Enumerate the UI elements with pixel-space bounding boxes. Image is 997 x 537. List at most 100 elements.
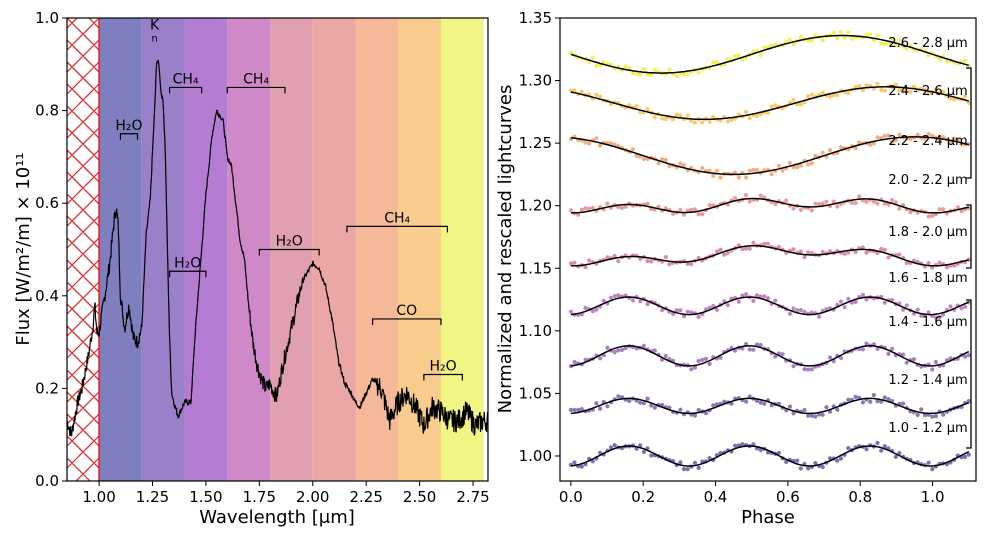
data-point — [886, 41, 891, 46]
data-point — [963, 94, 968, 99]
data-point — [835, 36, 840, 41]
data-point — [616, 259, 621, 264]
annotation-4: H₂O — [258, 234, 320, 256]
data-point — [897, 206, 902, 211]
data-point — [948, 96, 953, 101]
data-point — [791, 411, 796, 416]
data-point — [692, 460, 698, 465]
data-point — [842, 305, 847, 310]
data-point — [813, 201, 818, 206]
data-point — [798, 249, 803, 254]
data-point — [897, 252, 902, 257]
data-point — [612, 350, 617, 355]
band-label-2: 2.2 - 2.4 μm — [888, 134, 967, 149]
data-point — [605, 345, 610, 350]
masked-region — [67, 18, 100, 481]
data-point — [882, 300, 887, 305]
data-point — [722, 399, 727, 404]
data-point — [718, 175, 723, 180]
data-point — [820, 412, 825, 417]
data-point — [671, 117, 676, 122]
data-point — [842, 251, 847, 256]
data-point — [864, 250, 869, 255]
data-point — [616, 348, 621, 353]
data-point — [780, 352, 785, 357]
data-point — [860, 400, 866, 405]
spectrum-axes-frame — [66, 17, 489, 482]
data-point — [827, 148, 833, 153]
data-point — [700, 165, 705, 171]
data-point — [736, 243, 741, 248]
band-label-6: 1.4 - 1.6 μm — [888, 315, 967, 330]
data-point — [904, 46, 909, 51]
data-point — [598, 406, 603, 411]
data-point — [846, 446, 851, 451]
data-point — [671, 311, 676, 316]
data-point — [667, 262, 672, 267]
data-point — [831, 93, 836, 98]
data-point — [729, 401, 734, 406]
data-point — [685, 72, 690, 77]
masked-region-bg — [67, 18, 100, 481]
data-point — [583, 140, 588, 145]
band-1 — [141, 18, 185, 481]
data-point — [908, 136, 913, 141]
data-point — [740, 442, 745, 447]
fit-line — [570, 197, 969, 214]
lightcurve-3 — [568, 292, 971, 320]
data-point — [911, 84, 917, 89]
data-point — [681, 467, 687, 472]
data-point — [937, 207, 942, 212]
data-point — [875, 81, 880, 86]
data-point — [846, 30, 851, 35]
y-tick-label: 1.25 — [519, 134, 552, 152]
band-label-3: 2.0 - 2.2 μm — [888, 173, 967, 188]
annotation-label-4: H₂O — [276, 234, 303, 250]
data-point — [963, 454, 968, 459]
data-point — [678, 113, 683, 118]
data-point — [930, 467, 935, 472]
data-point — [725, 119, 730, 124]
data-point — [747, 246, 752, 251]
data-point — [576, 407, 581, 412]
data-point — [598, 143, 603, 148]
data-point — [645, 72, 650, 77]
data-point — [714, 249, 720, 254]
data-point — [838, 456, 844, 461]
data-point — [700, 212, 705, 217]
data-point — [864, 447, 869, 452]
data-point — [893, 82, 898, 87]
data-point — [787, 160, 793, 165]
y-tick-label: 1.0 — [35, 9, 59, 27]
annotation-label-0: H₂O — [115, 118, 142, 134]
data-point — [930, 213, 935, 218]
data-point — [696, 255, 701, 260]
data-point — [798, 207, 803, 213]
data-point — [744, 292, 749, 297]
data-point — [754, 293, 760, 298]
data-point — [634, 104, 639, 109]
data-point — [933, 315, 939, 320]
data-point — [890, 139, 895, 144]
data-point — [689, 262, 694, 267]
data-point — [769, 104, 774, 109]
data-point — [747, 168, 752, 173]
data-point — [576, 212, 581, 217]
data-point — [594, 401, 599, 406]
data-point — [718, 247, 723, 252]
data-point — [751, 167, 756, 173]
data-point — [784, 459, 789, 464]
data-point — [857, 84, 862, 89]
data-point — [612, 443, 617, 448]
x-tick-label: 0.2 — [631, 488, 655, 506]
spectrum-line-group — [66, 59, 489, 437]
y-tick-label: 1.05 — [519, 384, 552, 402]
data-point — [798, 34, 803, 40]
annotation-label-8: K — [150, 18, 160, 34]
data-point — [787, 404, 793, 409]
data-point — [802, 255, 807, 260]
data-point — [846, 296, 851, 301]
data-point — [674, 112, 679, 117]
data-point — [901, 352, 906, 357]
data-point — [941, 135, 946, 140]
